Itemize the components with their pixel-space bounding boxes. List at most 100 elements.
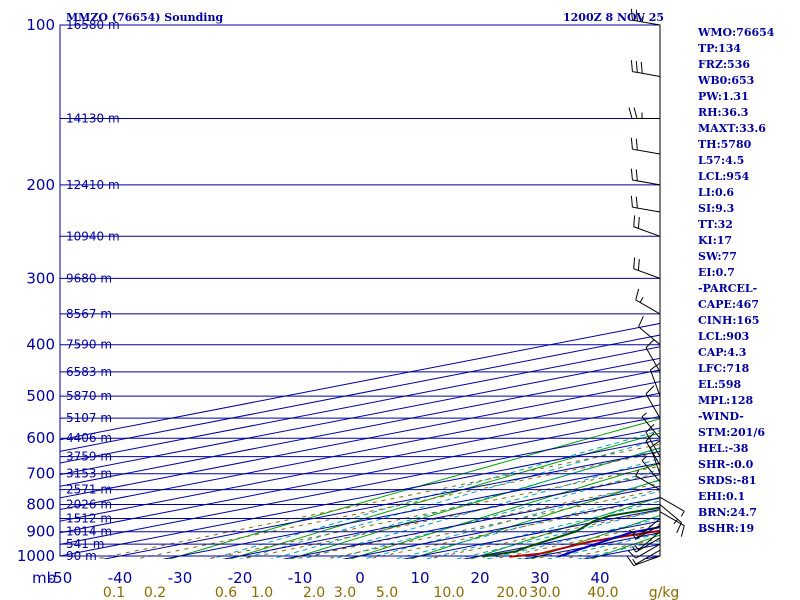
- wind-barb-flag: [637, 217, 640, 229]
- wind-barb: [659, 496, 685, 517]
- wind-barb-shaft: [645, 432, 661, 457]
- isotherm: [60, 334, 660, 452]
- wind-barb: [630, 8, 661, 26]
- wind-barb-shaft: [638, 326, 661, 346]
- height-label: 12410 m: [66, 178, 120, 192]
- stat-line: STM:201/6: [698, 426, 765, 439]
- wind-barb-flag: [640, 61, 643, 74]
- stat-line: BSHR:19: [698, 522, 754, 535]
- mixing-ratio-label: g/kg: [649, 585, 680, 600]
- mixing-ratio-label: 3.0: [334, 585, 356, 600]
- height-label: 6583 m: [66, 365, 112, 379]
- wind-barb: [632, 549, 661, 565]
- wind-barb: [633, 257, 661, 279]
- isotherm: [161, 462, 660, 559]
- wind-barb-flag: [628, 529, 639, 537]
- wind-barb: [645, 423, 661, 457]
- wind-barb-shaft: [659, 511, 685, 527]
- wind-barb-half-flag: [632, 533, 637, 540]
- stat-line: SW:77: [698, 250, 737, 263]
- wind-barb-shaft: [635, 299, 661, 315]
- pressure-tick-label: 800: [26, 496, 55, 514]
- dry-adiabat: [409, 479, 660, 559]
- wind-barb-flag: [635, 288, 640, 301]
- stat-line: TP:134: [698, 42, 741, 55]
- profile-lines: [482, 506, 660, 558]
- mixing-ratio-label: 20.0: [496, 585, 527, 600]
- height-label: 7590 m: [66, 338, 112, 352]
- wind-barb-flag: [645, 339, 655, 348]
- isotherm: [581, 543, 660, 559]
- stat-line: CAP:4.3: [698, 346, 746, 359]
- wind-barb-flag: [645, 432, 655, 442]
- stat-line: MPL:128: [698, 394, 754, 407]
- pressure-tick-label: 100: [26, 16, 55, 34]
- wind-barb-shaft: [659, 496, 685, 512]
- wind-barb-shaft: [633, 268, 661, 279]
- temp-tick-label: 40: [590, 569, 609, 587]
- wind-barb-flag: [650, 362, 661, 371]
- wind-barb: [659, 504, 682, 534]
- wind-barb-flag: [635, 61, 638, 73]
- ylabel: mb: [32, 569, 56, 587]
- dry-adiabat: [751, 25, 800, 567]
- wind-barb-shaft: [632, 71, 661, 77]
- wind-barb: [632, 524, 661, 540]
- stat-line: TT:32: [698, 218, 733, 231]
- wind-barbs: [626, 8, 685, 567]
- wind-barb: [630, 195, 661, 213]
- mixing-ratio-label: 5.0: [376, 585, 398, 600]
- stat-line: SHR-:0.0: [698, 458, 754, 471]
- wind-barb: [641, 456, 661, 483]
- stat-line: LCL:954: [698, 170, 750, 183]
- wind-barb-half-flag: [641, 412, 647, 418]
- temp-tick-label: -30: [168, 569, 193, 587]
- dry-adiabat: [168, 418, 660, 559]
- wind-barb: [630, 168, 661, 186]
- isotherm: [60, 357, 660, 476]
- pressure-tick-label: 700: [26, 465, 55, 483]
- stat-line: SI:9.3: [698, 202, 734, 215]
- height-label: 90 m: [66, 549, 97, 563]
- stat-line: HEL:-38: [698, 442, 749, 455]
- stat-line: KI:17: [698, 234, 732, 247]
- wind-barb-shaft: [641, 416, 661, 439]
- wind-barb-shaft: [645, 347, 661, 373]
- wind-barb-flag: [645, 385, 655, 395]
- wind-barb-half-flag: [635, 470, 640, 476]
- wind-barb-flag: [627, 549, 637, 559]
- wind-barb-half-flag: [632, 546, 637, 553]
- mixing-ratio-label: 1.0: [251, 585, 273, 600]
- temp-tick-label: 20: [470, 569, 489, 587]
- wind-barb: [641, 412, 661, 439]
- stat-line: -PARCEL-: [698, 282, 757, 295]
- wind-barb-half-flag: [641, 456, 647, 461]
- mixing-ratio-line: [240, 472, 660, 559]
- stat-line: L57:4.5: [698, 154, 744, 167]
- height-label: 5107 m: [66, 411, 112, 425]
- dry-adiabat: [288, 447, 660, 559]
- stat-line: WMO:76654: [697, 26, 775, 39]
- wind-barb-flag: [680, 525, 685, 537]
- stat-line: EI:0.7: [698, 266, 735, 279]
- pressure-tick-label: 1000: [17, 547, 55, 565]
- mixing-ratio-line: [561, 537, 660, 559]
- temp-tick-label: -40: [108, 569, 133, 587]
- wind-barb-flag: [630, 8, 633, 21]
- wind-barb-flag: [676, 522, 682, 534]
- wind-barb-flag: [633, 257, 636, 269]
- isotherm: [60, 369, 660, 487]
- height-label: 5870 m: [66, 389, 112, 403]
- stat-line: EL:598: [698, 378, 741, 391]
- axis-labels: 16580 m 14130 m 12410 m 10940 m 9680 m 8567 m…: [17, 16, 679, 600]
- stat-line: -WIND-: [698, 410, 744, 423]
- wind-barb-flag: [630, 195, 633, 208]
- wind-barb: [659, 511, 685, 537]
- height-label: 2026 m: [66, 498, 112, 512]
- wind-barb: [626, 555, 661, 567]
- wind-barb-shaft: [635, 524, 661, 540]
- wind-barb-shaft: [632, 206, 661, 213]
- wind-barb: [630, 60, 661, 77]
- wind-barb-half-flag: [673, 519, 679, 525]
- pressure-tick-label: 400: [26, 336, 55, 354]
